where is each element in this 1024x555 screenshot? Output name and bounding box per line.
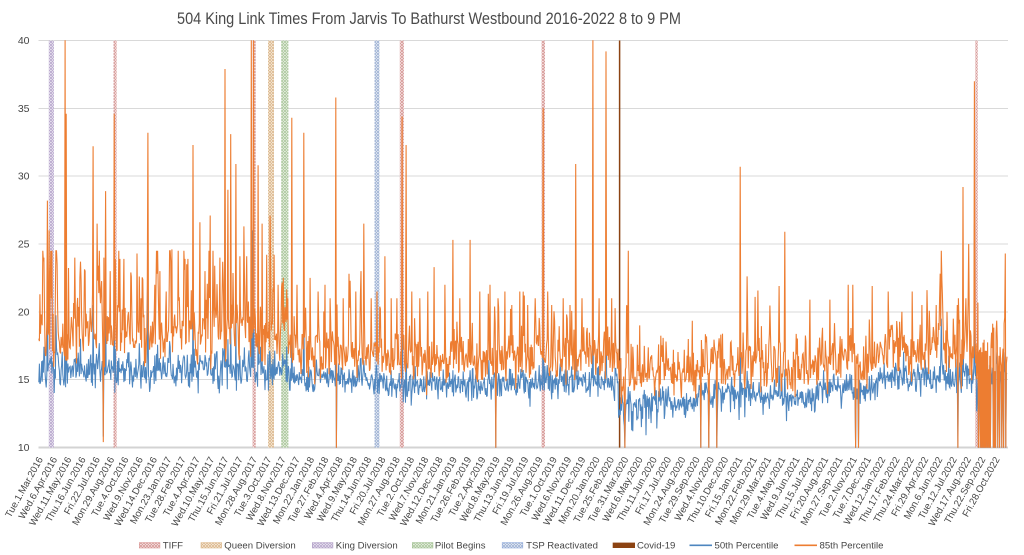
svg-text:504 King Link Times From Jarvi: 504 King Link Times From Jarvis To Bathu… [177,9,681,28]
svg-text:35: 35 [18,103,30,115]
svg-text:Pilot Begins: Pilot Begins [435,541,486,552]
svg-text:King Diversion: King Diversion [336,541,398,552]
svg-text:40: 40 [18,35,30,47]
svg-text:10: 10 [18,442,30,454]
svg-text:25: 25 [18,239,30,251]
svg-text:TSP Reactivated: TSP Reactivated [526,541,598,552]
svg-text:Queen Diversion: Queen Diversion [224,541,295,552]
svg-text:TIFF: TIFF [163,541,183,552]
svg-text:85th Percentile: 85th Percentile [820,541,884,552]
svg-text:15: 15 [18,374,30,386]
svg-text:30: 30 [18,171,30,183]
svg-text:20: 20 [18,306,30,318]
svg-text:50th Percentile: 50th Percentile [715,541,779,552]
svg-text:Covid-19: Covid-19 [637,541,675,552]
